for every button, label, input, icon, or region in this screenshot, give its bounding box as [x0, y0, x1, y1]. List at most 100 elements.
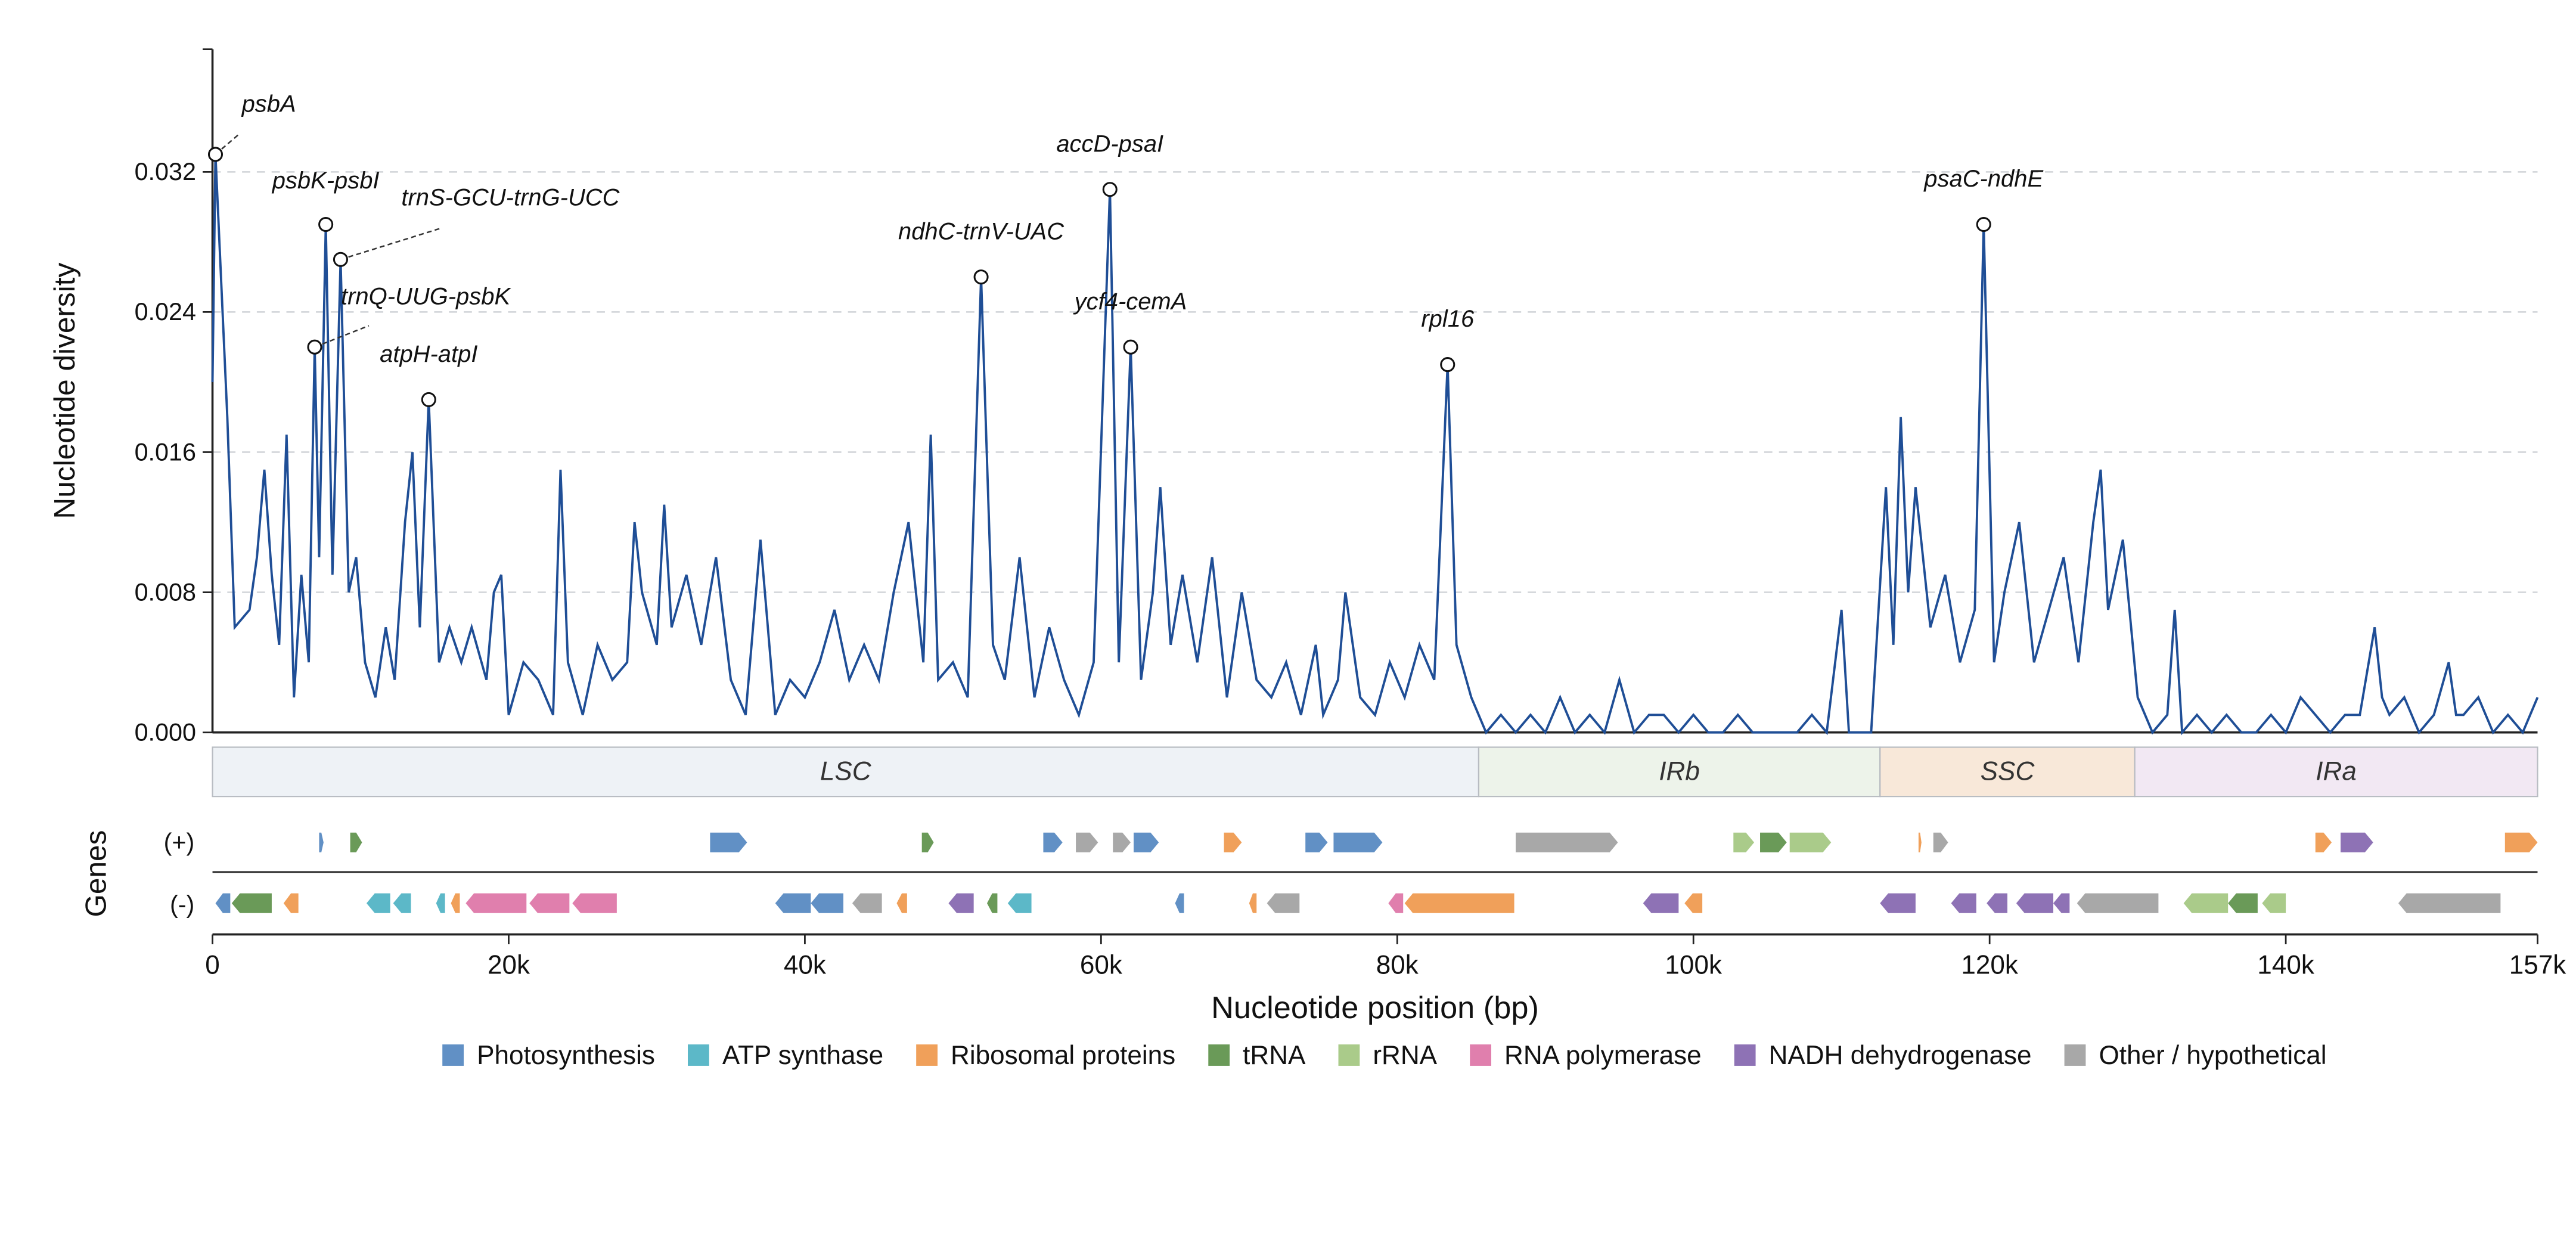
- legend-label: tRNA: [1243, 1041, 1306, 1070]
- legend-swatch: [1470, 1044, 1492, 1066]
- gene-arrow: [436, 893, 445, 913]
- x-axis-label: Nucleotide position (bp): [1211, 991, 1539, 1025]
- gene-arrow: [1880, 893, 1916, 913]
- gene-arrow: [283, 893, 299, 913]
- y-tick-label: 0.008: [135, 578, 196, 606]
- annotation-label: rpl16: [1421, 306, 1475, 332]
- y-tick-label: 0.016: [135, 438, 196, 466]
- annotation-marker: [421, 392, 436, 407]
- region-label: SSC: [1981, 757, 2035, 786]
- annotation-marker: [1123, 339, 1138, 355]
- annotation-label: psbA: [241, 91, 296, 117]
- gene-arrow: [319, 832, 324, 852]
- gene-arrow: [1951, 893, 1976, 913]
- legend-swatch: [2064, 1044, 2086, 1066]
- gene-arrow: [366, 893, 390, 913]
- region-label: LSC: [820, 757, 872, 786]
- annotation-label: accD-psaI: [1056, 131, 1163, 157]
- gene-arrow: [451, 893, 460, 913]
- gene-arrow: [231, 893, 272, 913]
- x-tick-label: 20k: [488, 951, 530, 980]
- legend-label: rRNA: [1373, 1041, 1437, 1070]
- gene-arrow: [2053, 893, 2070, 913]
- gene-arrow: [1175, 893, 1184, 913]
- annotation-marker: [307, 339, 322, 355]
- legend-label: RNA polymerase: [1504, 1041, 1702, 1070]
- gene-arrow: [1134, 832, 1159, 852]
- annotation-label: trnS-GCU-trnG-UCC: [401, 184, 620, 210]
- x-tick-label: 0: [205, 951, 220, 980]
- gene-arrow: [1333, 832, 1383, 852]
- legend-label: Photosynthesis: [477, 1041, 655, 1070]
- gene-arrow: [393, 893, 411, 913]
- x-tick-label: 157k: [2509, 951, 2567, 980]
- gene-arrow: [1267, 893, 1300, 913]
- gene-arrow: [465, 893, 527, 913]
- legend-label: NADH dehydrogenase: [1769, 1041, 2032, 1070]
- region-band: [1478, 746, 1881, 798]
- region-band: [1879, 746, 2136, 798]
- x-tick-label: 120k: [1961, 951, 2019, 980]
- gene-arrow: [2016, 893, 2053, 913]
- x-tick-label: 40k: [784, 951, 827, 980]
- gene-arrow: [896, 893, 907, 913]
- gene-arrow: [2228, 893, 2258, 913]
- gene-arrow: [1987, 893, 2007, 913]
- gene-arrow: [987, 893, 998, 913]
- annotation-label: trnQ-UUG-psbK: [341, 284, 511, 310]
- region-band: [212, 746, 1480, 798]
- legend-label: Ribosomal proteins: [951, 1041, 1175, 1070]
- legend-swatch: [1338, 1044, 1360, 1066]
- gene-arrow: [1918, 832, 1922, 852]
- gene-arrow: [1733, 832, 1755, 852]
- gene-arrow: [710, 832, 747, 852]
- gene-arrow: [1113, 832, 1131, 852]
- gene-arrow: [2077, 893, 2159, 913]
- gene-arrow: [2315, 832, 2332, 852]
- strand-label: (+): [164, 829, 195, 856]
- annotation-marker: [1440, 357, 1455, 373]
- gene-arrow: [572, 893, 617, 913]
- legend-swatch: [1734, 1044, 1756, 1066]
- gene-arrow: [2398, 893, 2501, 913]
- annotation-label: psaC-ndhE: [1923, 166, 2044, 192]
- gene-arrow: [1076, 832, 1098, 852]
- annotation-label: ycf4-cemA: [1073, 289, 1187, 315]
- y-tick-label: 0.000: [135, 718, 196, 746]
- gene-arrow: [2183, 893, 2229, 913]
- gene-arrow: [1684, 893, 1703, 913]
- gene-arrow: [350, 832, 362, 852]
- annotation-leader: [215, 134, 239, 155]
- legend-swatch: [442, 1044, 464, 1066]
- annotation-marker: [973, 269, 989, 285]
- gene-arrow: [1043, 832, 1063, 852]
- gene-arrow: [215, 893, 231, 913]
- x-tick-label: 80k: [1376, 951, 1419, 980]
- annotation-label: ndhC-trnV-UAC: [898, 218, 1064, 244]
- annotation-marker: [1976, 216, 1991, 232]
- annotation-marker: [207, 147, 224, 162]
- gene-arrow: [1305, 832, 1328, 852]
- annotation-marker: [318, 216, 334, 232]
- strand-label: (-): [170, 891, 194, 919]
- region-label: IRa: [2316, 757, 2357, 786]
- gene-arrow: [2504, 832, 2538, 852]
- legend-swatch: [916, 1044, 938, 1066]
- x-tick-label: 60k: [1080, 951, 1123, 980]
- genes-label: Genes: [79, 830, 112, 917]
- gene-arrow: [811, 893, 844, 913]
- region-band: [2134, 746, 2538, 798]
- gene-arrow: [1933, 832, 1948, 852]
- legend-label: ATP synthase: [722, 1041, 883, 1070]
- legend-swatch: [1208, 1044, 1230, 1066]
- gene-arrow: [1007, 893, 1032, 913]
- diversity-line: [211, 154, 2539, 736]
- gene-arrow: [921, 832, 934, 852]
- annotation-label: atpH-atpI: [380, 341, 477, 367]
- x-tick-label: 100k: [1665, 951, 1722, 980]
- annotation-marker: [1102, 182, 1118, 197]
- legend-swatch: [687, 1044, 709, 1066]
- legend-label: Other / hypothetical: [2099, 1041, 2326, 1070]
